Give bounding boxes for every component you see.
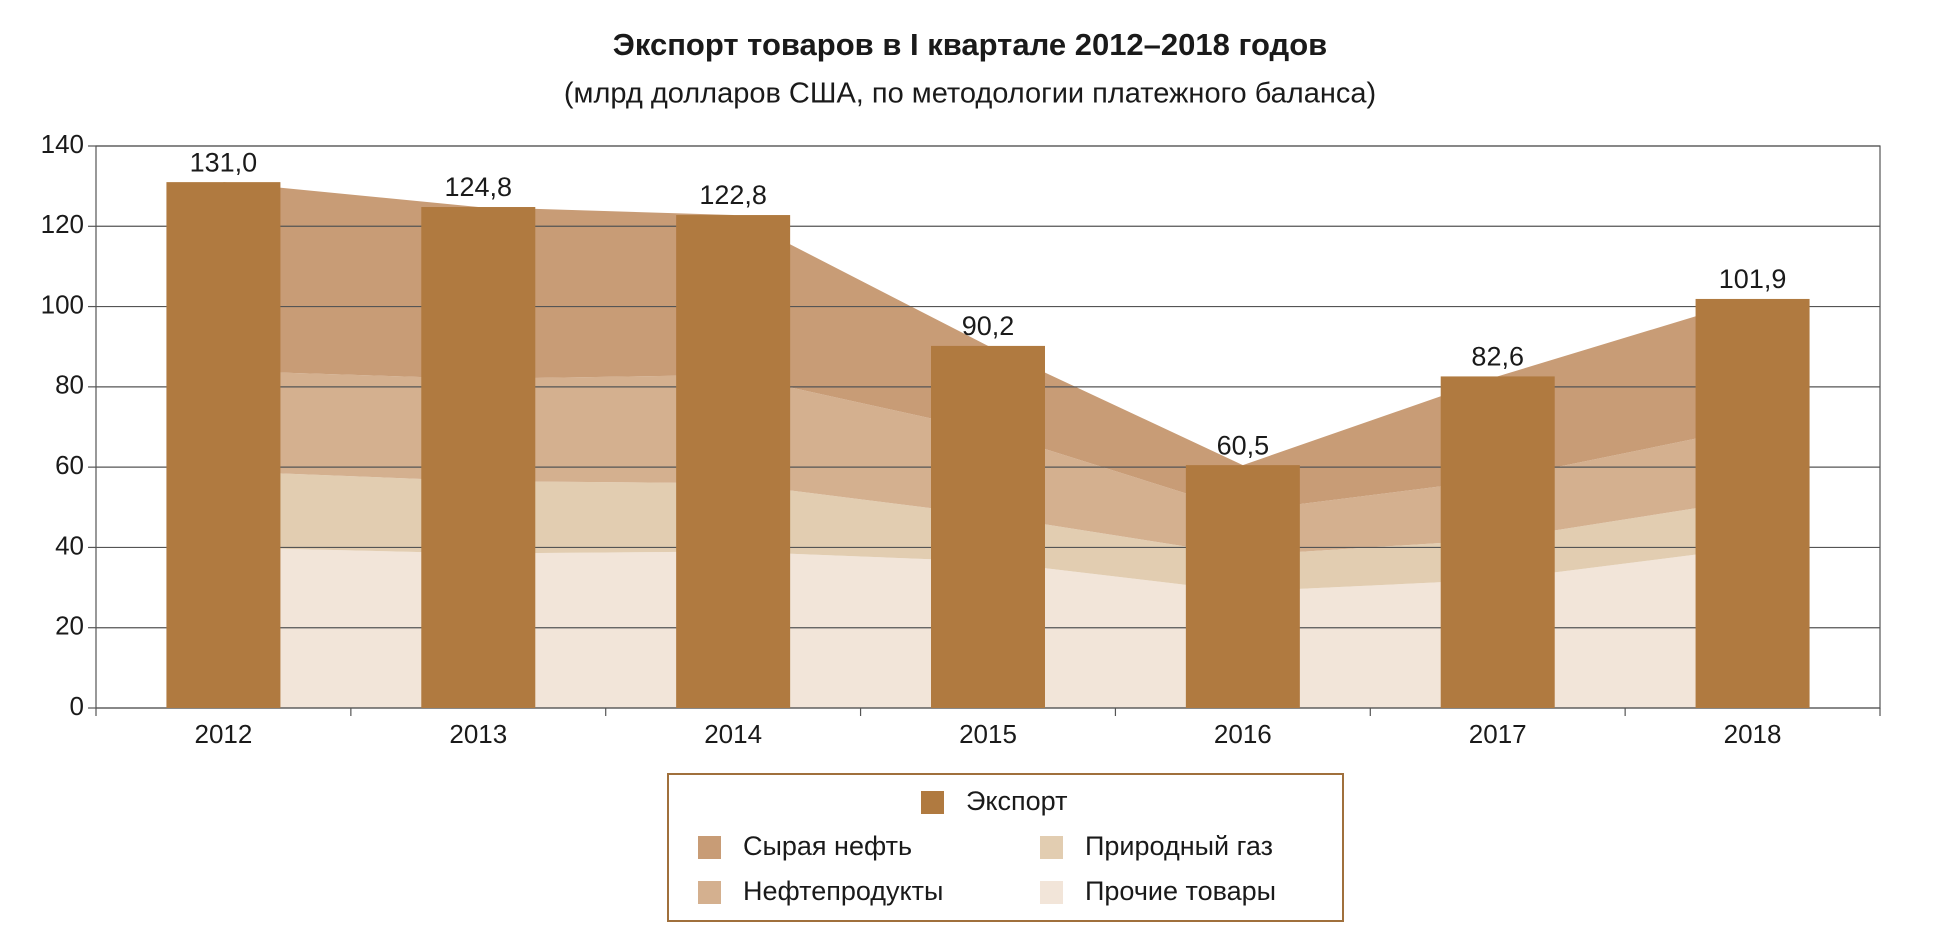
value-label: 60,5 [1217, 430, 1270, 460]
legend-label: Экспорт [966, 786, 1067, 816]
x-tick-label: 2015 [959, 719, 1017, 749]
bar [1440, 376, 1555, 708]
x-tick-label: 2013 [449, 719, 507, 749]
y-tick-label: 40 [55, 530, 84, 560]
y-tick-label: 0 [70, 691, 84, 721]
bar [676, 215, 791, 708]
legend-swatch [921, 791, 944, 814]
value-label: 122,8 [699, 180, 767, 210]
bar [931, 345, 1045, 708]
value-label: 131,0 [190, 147, 258, 177]
value-label: 90,2 [962, 311, 1015, 341]
value-label: 101,9 [1719, 264, 1787, 294]
legend-swatch [698, 836, 721, 859]
y-tick-label: 60 [55, 450, 84, 480]
y-tick-label: 120 [41, 209, 84, 239]
legend-swatch [1040, 881, 1063, 904]
y-tick-label: 100 [41, 289, 84, 319]
x-tick-label: 2018 [1724, 719, 1782, 749]
x-tick-label: 2016 [1214, 719, 1272, 749]
bar [421, 207, 536, 708]
y-tick-label: 80 [55, 370, 84, 400]
chart-subtitle: (млрд долларов США, по методологии плате… [564, 78, 1376, 110]
legend-label: Нефтепродукты [743, 876, 943, 906]
x-tick-label: 2017 [1469, 719, 1527, 749]
x-tick-label: 2014 [704, 719, 762, 749]
bar [1695, 298, 1810, 708]
value-label: 82,6 [1471, 342, 1524, 372]
bar [166, 182, 281, 709]
y-tick-label: 20 [55, 611, 84, 641]
x-tick-label: 2012 [195, 719, 253, 749]
legend-swatch [698, 881, 721, 904]
legend-label: Сырая нефть [743, 831, 912, 861]
legend-swatch [1040, 836, 1063, 859]
legend-label: Прочие товары [1085, 876, 1276, 906]
bar [1185, 465, 1300, 708]
chart-title: Экспорт товаров в I квартале 2012–2018 г… [613, 27, 1327, 62]
legend-label: Природный газ [1085, 831, 1273, 861]
legend-box [667, 773, 1344, 922]
y-tick-label: 140 [41, 129, 84, 159]
value-label: 124,8 [444, 172, 512, 202]
